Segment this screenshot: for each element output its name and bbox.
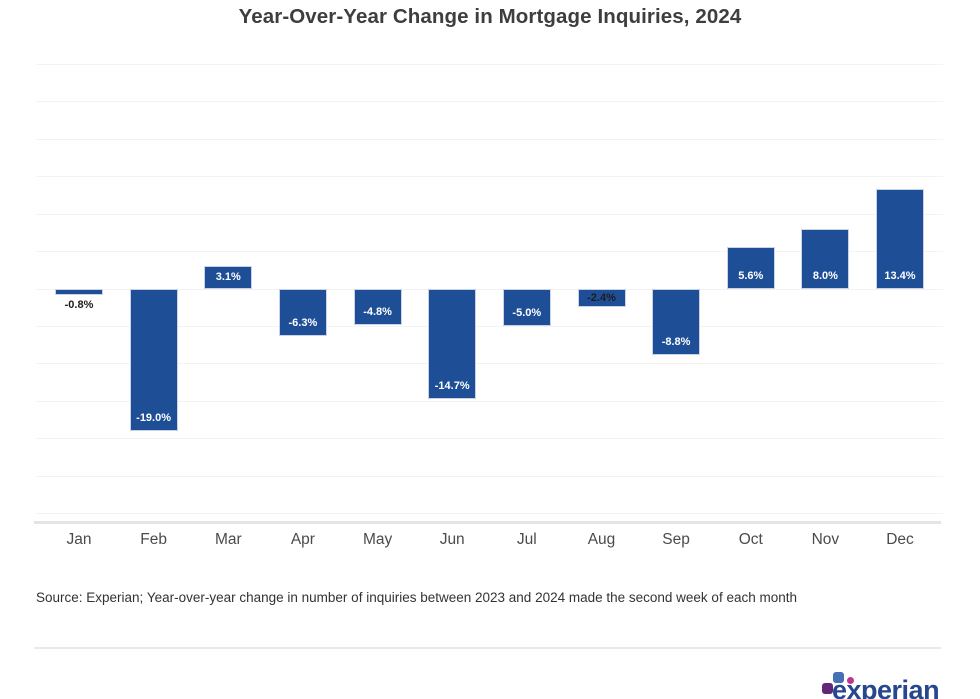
x-axis-label-jun: Jun xyxy=(439,531,465,548)
gridline xyxy=(36,64,943,65)
bar-jun xyxy=(428,289,477,399)
source-note: Source: Experian; Year-over-year change … xyxy=(36,590,797,605)
x-axis-label-may: May xyxy=(362,531,393,548)
x-axis-label-sep: Sep xyxy=(662,531,690,548)
bar-value-label-jul: -5.0% xyxy=(512,307,542,320)
gridline xyxy=(36,400,943,402)
gridline xyxy=(36,138,943,140)
bar-jul xyxy=(502,289,551,327)
bar-value-label-sep: -8.8% xyxy=(661,335,691,348)
bar-value-label-nov: 8.0% xyxy=(812,270,838,282)
x-axis-label-jan: Jan xyxy=(66,531,92,548)
x-axis-label-aug: Aug xyxy=(587,531,616,548)
bar-aug xyxy=(577,289,626,307)
plot-area: -0.8% -19.0% 3.1% -6.3% -4.8% -14.7% -5.0% -2.4… xyxy=(36,64,943,521)
experian-logo-wordmark: experian xyxy=(832,675,940,699)
experian-logo-blue-dot-icon xyxy=(833,672,844,683)
x-axis-label-nov: Nov xyxy=(811,531,840,548)
gridline xyxy=(36,325,943,327)
bar-value-label-oct: 5.6% xyxy=(738,270,764,282)
bar-value-label-feb: -19.0% xyxy=(136,412,172,425)
bar-value-label-jan: -0.8% xyxy=(64,299,94,311)
x-axis-label-oct: Oct xyxy=(738,531,763,548)
gridline xyxy=(36,363,943,365)
bar-oct xyxy=(726,247,775,289)
experian-logo: experian xyxy=(820,670,970,699)
x-axis-label-jul: Jul xyxy=(516,531,537,548)
experian-logo-purple-dot-icon xyxy=(822,683,833,694)
gridline xyxy=(36,176,943,178)
bar-value-label-may: -4.8% xyxy=(363,305,392,318)
bar-feb xyxy=(129,289,178,432)
bar-value-label-apr: -6.3% xyxy=(288,317,318,330)
chart-title: Year-Over-Year Change in Mortgage Inquir… xyxy=(238,5,742,28)
x-axis-line xyxy=(34,521,941,524)
footer-divider xyxy=(34,647,941,649)
x-axis-label-apr: Apr xyxy=(290,531,315,548)
gridline xyxy=(36,101,943,103)
bar-value-label-aug: -2.4% xyxy=(587,291,616,304)
gridline xyxy=(36,475,943,477)
bar-value-label-mar: 3.1% xyxy=(215,270,241,283)
x-axis-label-feb: Feb xyxy=(140,531,167,548)
bar-jan xyxy=(55,289,103,295)
x-axis-label-mar: Mar xyxy=(214,531,242,548)
bar-nov xyxy=(801,229,850,289)
experian-logo-magenta-dot-icon xyxy=(847,677,854,684)
bar-mar xyxy=(204,265,253,289)
gridline xyxy=(36,251,943,253)
bar-dec xyxy=(876,188,924,289)
bar-value-label-dec: 13.4% xyxy=(884,270,916,282)
gridline xyxy=(36,288,943,290)
gridline xyxy=(36,438,943,440)
bar-may xyxy=(353,289,402,325)
gridline xyxy=(36,213,943,215)
bar-sep xyxy=(652,289,701,355)
bar-apr xyxy=(278,289,327,337)
gridline xyxy=(36,513,943,514)
bar-value-label-jun: -14.7% xyxy=(434,380,470,392)
x-axis-label-dec: Dec xyxy=(886,531,914,548)
x-axis-labels: Jan Feb Mar Apr May Jun Jul Aug Sep Oct Nov Dec xyxy=(36,531,943,553)
